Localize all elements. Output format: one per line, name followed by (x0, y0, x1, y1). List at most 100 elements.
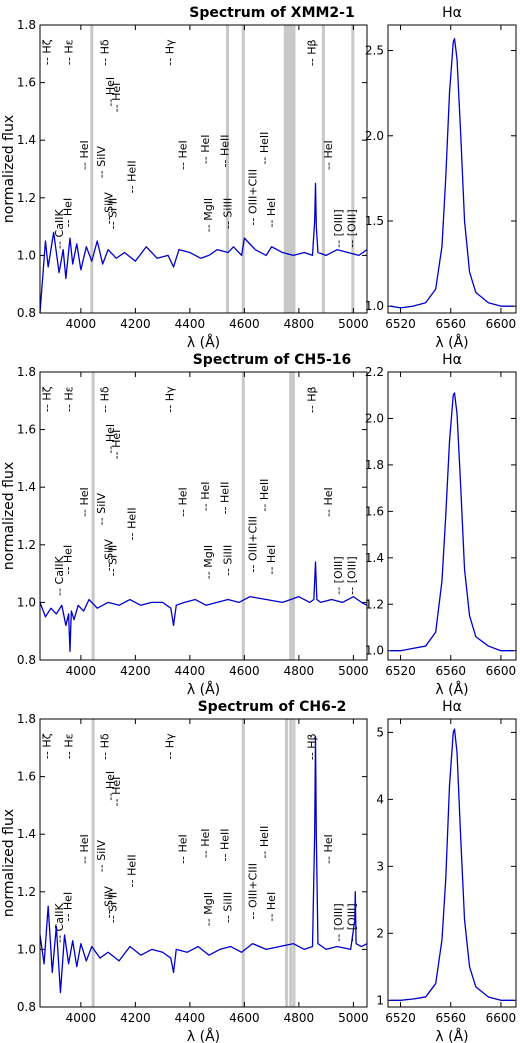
line-label: -- SiIV (102, 539, 115, 572)
shaded-band (288, 25, 292, 313)
y-tick-label: 5 (376, 725, 384, 739)
shaded-band (321, 25, 325, 313)
line-label: -- MgII (202, 198, 215, 232)
x-tick-label: 6600 (486, 664, 517, 678)
line-label: -- Hε (63, 39, 76, 65)
y-tick-label: 1.0 (365, 644, 384, 658)
spectrum-line (39, 561, 368, 653)
y-tick-label: 1.4 (365, 551, 384, 565)
x-tick-label: 4600 (229, 1011, 260, 1025)
line-label: -- SiIII (222, 892, 235, 923)
halpha-panel-2: Hα 1.0 1.2 1.4 1.6 1.8 2.0 2.2 6520 6560 6600 λ (Å) (365, 352, 517, 698)
shaded-band (90, 25, 94, 313)
line-label: -- HeI (104, 771, 117, 801)
line-label: -- Hδ (99, 386, 112, 413)
x-tick-label: 5000 (338, 1011, 369, 1025)
line-label: -- HeII (258, 479, 271, 512)
y-tick-label: 1.4 (17, 480, 36, 494)
x-tick-label: 4200 (120, 664, 151, 678)
y-tick-label: 2 (376, 926, 384, 940)
halpha-line (390, 728, 514, 1001)
shaded-band (241, 719, 245, 1007)
line-label: -- HeI (199, 134, 212, 164)
y-tick-label: 1.2 (17, 885, 36, 899)
x-tick-label: 4800 (284, 1011, 315, 1025)
y-tick-label: 1.2 (17, 538, 36, 552)
y-tick-label: 2.0 (365, 411, 384, 425)
x-tick-label: 6520 (385, 1011, 416, 1025)
halpha-line (390, 392, 514, 652)
line-label: -- Hε (63, 733, 76, 759)
x-tick-label: 4800 (284, 664, 315, 678)
y-tick-label: 2.0 (365, 129, 384, 143)
y-tick-label: 1.8 (17, 365, 36, 379)
line-label: -- Si II (106, 198, 119, 229)
line-label: -- SiIII (222, 198, 235, 229)
line-label: -- Hζ (41, 386, 54, 412)
y-tick-label: 1.4 (17, 133, 36, 147)
y-tick-label: 1.0 (17, 595, 36, 609)
line-label: -- OIII+CIII (247, 169, 260, 225)
y-tick-label: 1.8 (17, 712, 36, 726)
y-tick-label: 1.2 (365, 597, 384, 611)
halpha-panel-1: Hα 1.0 1.5 2.0 2.5 6520 6560 6600 λ (Å) (365, 5, 517, 351)
line-label: -- HeI (78, 834, 91, 864)
x-tick-label: 5000 (338, 317, 369, 331)
y-tick-label: 2.5 (365, 44, 384, 58)
line-label: -- Hγ (164, 386, 177, 413)
y-axis-label: normalized flux (1, 462, 17, 570)
panel-title: Spectrum of XMM2-1 (189, 5, 354, 21)
line-label: -- HeI (177, 140, 190, 170)
line-label: -- HeII (219, 481, 232, 514)
y-tick-label: 0.8 (17, 653, 36, 667)
line-label: -- SiIV (95, 839, 108, 872)
line-label: -- Hδ (99, 39, 112, 66)
y-tick-label: 1.5 (365, 214, 384, 228)
x-axis-label: λ (Å) (435, 681, 468, 698)
y-tick-label: 1.8 (365, 458, 384, 472)
shaded-band (241, 25, 245, 313)
shaded-band (283, 25, 287, 313)
shaded-band (285, 719, 289, 1007)
line-label: -- Si II (106, 545, 119, 576)
shaded-band (241, 372, 245, 660)
line-label: -- HeII (125, 160, 138, 193)
x-tick-label: 4400 (175, 1011, 206, 1025)
x-tick-label: 4000 (66, 317, 97, 331)
line-label: -- Hζ (41, 39, 54, 65)
shaded-band (91, 372, 95, 660)
x-axis-label: λ (Å) (187, 1028, 220, 1043)
line-label: -- HeI (265, 198, 278, 228)
x-tick-label: 6560 (435, 1011, 466, 1025)
line-label: -- [OIII] (332, 209, 345, 247)
y-tick-label: 1.6 (17, 76, 36, 90)
line-label: -- SiIV (95, 145, 108, 178)
y-tick-label: 1.0 (365, 299, 384, 313)
y-tick-label: 1 (376, 993, 384, 1007)
inset-title: Hα (442, 352, 462, 368)
shaded-band (91, 719, 95, 1007)
x-tick-label: 6600 (486, 317, 517, 331)
x-axis-label: λ (Å) (187, 681, 220, 698)
line-label: -- MgII (202, 892, 215, 926)
line-label: -- HeI (110, 430, 123, 460)
line-label: -- HeII (125, 507, 138, 540)
line-label: -- SiIII (222, 545, 235, 576)
inset-title: Hα (442, 5, 462, 21)
line-label: -- HeI (265, 892, 278, 922)
spectrum-panel-2: Spectrum of CH5-16 0.8 1.0 1.2 1.4 1.6 1.8 4000… (1, 352, 369, 698)
line-label: -- CaIIK (53, 556, 66, 596)
shaded-band (285, 25, 289, 313)
line-label: -- CaIIK (53, 209, 66, 249)
spectrum-line (39, 182, 368, 314)
x-tick-label: 4000 (66, 1011, 97, 1025)
line-label: -- Hβ (305, 386, 318, 413)
x-tick-label: 6520 (385, 664, 416, 678)
line-label: -- Si II (106, 892, 119, 923)
line-label: -- HeI (104, 77, 117, 107)
y-tick-label: 1.0 (17, 942, 36, 956)
line-label: -- Hβ (305, 733, 318, 760)
x-tick-label: 4400 (175, 664, 206, 678)
shaded-band (291, 372, 295, 660)
